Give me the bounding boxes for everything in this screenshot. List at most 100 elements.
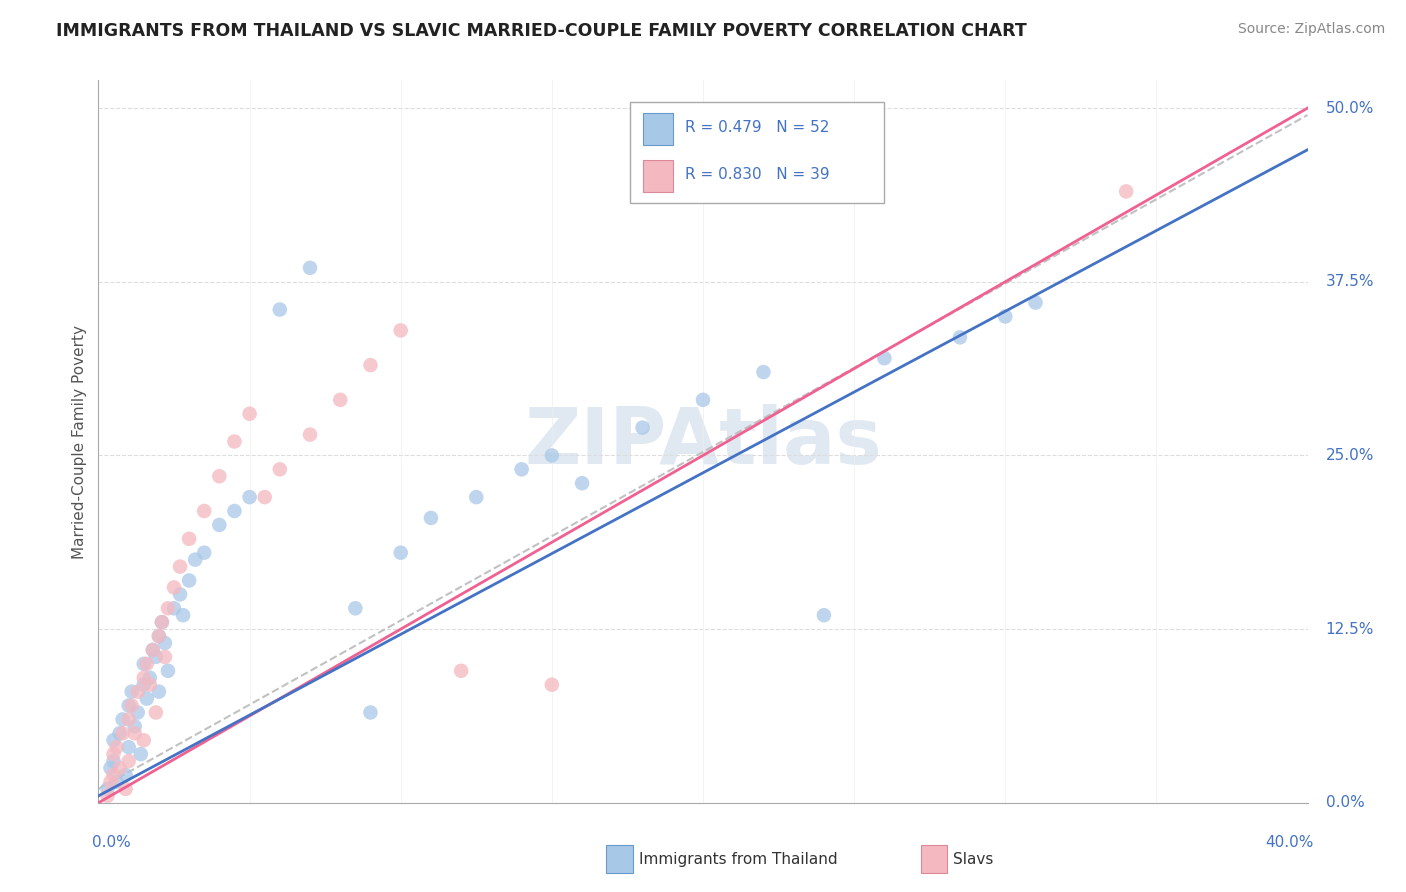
Point bbox=[224, 504, 246, 518]
FancyBboxPatch shape bbox=[630, 102, 884, 203]
Point bbox=[450, 664, 472, 678]
Point bbox=[124, 719, 146, 733]
Point bbox=[329, 392, 352, 407]
Point bbox=[692, 392, 714, 407]
Point bbox=[139, 678, 162, 692]
Point bbox=[105, 740, 128, 755]
Point bbox=[121, 684, 143, 698]
Point bbox=[114, 781, 136, 796]
Point bbox=[118, 713, 141, 727]
Point bbox=[108, 726, 131, 740]
Point bbox=[118, 740, 141, 755]
Point bbox=[269, 302, 291, 317]
Text: 12.5%: 12.5% bbox=[1326, 622, 1374, 637]
Point bbox=[208, 517, 231, 532]
Text: 25.0%: 25.0% bbox=[1326, 448, 1374, 463]
Point bbox=[103, 754, 125, 768]
Point bbox=[571, 476, 593, 491]
Point bbox=[299, 427, 322, 442]
Point bbox=[269, 462, 291, 476]
Point bbox=[193, 504, 215, 518]
Point bbox=[631, 420, 654, 434]
Point bbox=[148, 629, 170, 643]
Point bbox=[169, 587, 191, 601]
FancyBboxPatch shape bbox=[643, 160, 673, 193]
Point bbox=[148, 684, 170, 698]
Point bbox=[360, 706, 382, 720]
Point bbox=[153, 649, 176, 664]
Point bbox=[193, 546, 215, 560]
Point bbox=[135, 691, 157, 706]
Point bbox=[118, 754, 141, 768]
Point bbox=[1024, 295, 1046, 310]
Point bbox=[96, 789, 118, 803]
Point bbox=[103, 768, 125, 782]
Point bbox=[132, 657, 155, 671]
Point bbox=[124, 726, 146, 740]
Point bbox=[150, 615, 173, 630]
Text: Source: ZipAtlas.com: Source: ZipAtlas.com bbox=[1237, 22, 1385, 37]
Text: Slavs: Slavs bbox=[953, 852, 994, 867]
Text: 0.0%: 0.0% bbox=[1326, 796, 1364, 810]
Point bbox=[135, 657, 157, 671]
Text: 0.0%: 0.0% bbox=[93, 835, 131, 850]
Point bbox=[510, 462, 533, 476]
Point bbox=[169, 559, 191, 574]
Text: IMMIGRANTS FROM THAILAND VS SLAVIC MARRIED-COUPLE FAMILY POVERTY CORRELATION CHA: IMMIGRANTS FROM THAILAND VS SLAVIC MARRI… bbox=[56, 22, 1026, 40]
Point bbox=[949, 330, 972, 344]
Text: 37.5%: 37.5% bbox=[1326, 274, 1374, 289]
Point bbox=[145, 649, 167, 664]
Point bbox=[540, 678, 562, 692]
Point bbox=[142, 643, 165, 657]
Point bbox=[100, 761, 122, 775]
Text: R = 0.479   N = 52: R = 0.479 N = 52 bbox=[685, 120, 830, 135]
Point bbox=[1115, 185, 1137, 199]
Point bbox=[118, 698, 141, 713]
Point bbox=[132, 671, 155, 685]
Point bbox=[163, 581, 186, 595]
Point bbox=[253, 490, 276, 504]
Text: R = 0.830   N = 39: R = 0.830 N = 39 bbox=[685, 167, 830, 182]
Text: ZIPAtlas: ZIPAtlas bbox=[524, 403, 882, 480]
Point bbox=[156, 664, 179, 678]
Point bbox=[540, 449, 562, 463]
Point bbox=[114, 768, 136, 782]
Point bbox=[172, 608, 194, 623]
FancyBboxPatch shape bbox=[606, 846, 633, 873]
Point bbox=[111, 726, 134, 740]
FancyBboxPatch shape bbox=[643, 112, 673, 145]
Point bbox=[127, 706, 149, 720]
Point bbox=[127, 684, 149, 698]
Point bbox=[344, 601, 367, 615]
Y-axis label: Married-Couple Family Poverty: Married-Couple Family Poverty bbox=[72, 325, 87, 558]
Point bbox=[239, 407, 262, 421]
Point bbox=[163, 601, 186, 615]
Point bbox=[873, 351, 896, 366]
Point bbox=[111, 713, 134, 727]
Point bbox=[389, 546, 412, 560]
Point bbox=[100, 775, 122, 789]
Point bbox=[813, 608, 835, 623]
Point bbox=[132, 678, 155, 692]
Point bbox=[145, 706, 167, 720]
Point bbox=[389, 323, 412, 337]
Point bbox=[179, 532, 201, 546]
Point bbox=[179, 574, 201, 588]
Point bbox=[156, 601, 179, 615]
Point bbox=[150, 615, 173, 630]
Point bbox=[153, 636, 176, 650]
Point bbox=[139, 671, 162, 685]
Text: 40.0%: 40.0% bbox=[1265, 835, 1313, 850]
Text: Immigrants from Thailand: Immigrants from Thailand bbox=[638, 852, 838, 867]
Point bbox=[465, 490, 488, 504]
Point bbox=[224, 434, 246, 449]
Point bbox=[994, 310, 1017, 324]
Point bbox=[420, 511, 443, 525]
Point bbox=[299, 260, 322, 275]
Point bbox=[208, 469, 231, 483]
Point bbox=[148, 629, 170, 643]
Point bbox=[103, 747, 125, 761]
Point bbox=[129, 747, 152, 761]
Point bbox=[752, 365, 775, 379]
Point bbox=[105, 775, 128, 789]
